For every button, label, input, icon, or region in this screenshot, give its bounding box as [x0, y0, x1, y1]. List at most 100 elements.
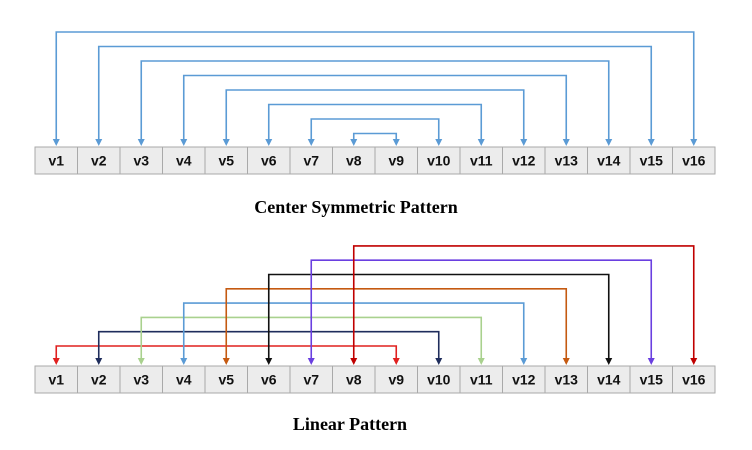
connector-line [225, 89, 525, 140]
cell-box [289, 365, 333, 394]
arrowhead-icon [222, 358, 230, 365]
cell-v9: v9 [374, 146, 418, 175]
cell-v12: v12 [502, 146, 546, 175]
cell-v7: v7 [289, 365, 333, 394]
cell-label: v3 [133, 372, 149, 388]
arrowhead-icon [180, 139, 188, 146]
cell-label: v13 [555, 153, 579, 169]
cell-box [77, 365, 121, 394]
cell-v2: v2 [77, 365, 121, 394]
cell-v5: v5 [204, 365, 248, 394]
cell-v6: v6 [247, 146, 291, 175]
cell-label: v8 [346, 372, 362, 388]
arrowhead-icon [52, 139, 60, 146]
cell-label: v14 [597, 372, 621, 388]
cell-v15: v15 [629, 146, 673, 175]
arrowhead-icon [435, 139, 443, 146]
cell-box [459, 365, 503, 394]
connector-line [140, 60, 610, 140]
connector-v8-v16 [350, 245, 698, 365]
cell-label: v11 [470, 372, 493, 388]
connector-line [310, 118, 440, 140]
cell-label: v9 [388, 372, 404, 388]
connector-line [267, 273, 610, 359]
cell-box [247, 146, 291, 175]
arrowhead-icon [562, 358, 570, 365]
cell-v1: v1 [34, 365, 78, 394]
arrowhead-icon [647, 139, 655, 146]
cell-v14: v14 [587, 146, 631, 175]
arrowhead-icon [137, 139, 145, 146]
arrowhead-icon [52, 358, 60, 365]
cell-box [77, 146, 121, 175]
cell-v11: v11 [459, 146, 503, 175]
cell-box [417, 365, 461, 394]
cell-label: v15 [640, 372, 664, 388]
connector-v7-v10 [307, 118, 443, 146]
arrowhead-icon [435, 358, 443, 365]
cell-label: v12 [512, 153, 536, 169]
cell-v12: v12 [502, 365, 546, 394]
arrowhead-icon [477, 358, 485, 365]
cell-label: v5 [218, 153, 234, 169]
cell-box [332, 365, 376, 394]
cell-box [544, 365, 588, 394]
connector-v1-v16 [52, 31, 698, 146]
cell-v6: v6 [247, 365, 291, 394]
cell-v8: v8 [332, 365, 376, 394]
cell-v16: v16 [672, 365, 716, 394]
arrowhead-icon [222, 139, 230, 146]
arrowhead-icon [95, 358, 103, 365]
cell-v15: v15 [629, 365, 673, 394]
connector-v6-v14 [265, 273, 613, 365]
arrowhead-icon [180, 358, 188, 365]
arrowhead-icon [265, 139, 273, 146]
cell-box [629, 146, 673, 175]
cell-box [587, 365, 631, 394]
center-pattern-group: v1 v2 v3 v4 v5 v6 v7 v8 v9 v10 v11 v12 v13 v14 v15 v16 C… [34, 31, 716, 217]
cell-box [544, 146, 588, 175]
cell-v13: v13 [544, 365, 588, 394]
arrowhead-icon [95, 139, 103, 146]
cell-label: v15 [640, 153, 664, 169]
cell-label: v5 [218, 372, 234, 388]
cell-box [162, 365, 206, 394]
cell-box [204, 146, 248, 175]
cell-label: v9 [388, 153, 404, 169]
connector-v6-v11 [265, 103, 485, 146]
cell-box [247, 365, 291, 394]
arrowhead-icon [307, 358, 315, 365]
connector-v5-v13 [222, 288, 570, 365]
connector-line [352, 132, 398, 140]
cell-label: v10 [427, 372, 451, 388]
cell-label: v6 [261, 372, 277, 388]
cell-box [417, 146, 461, 175]
cell-box [162, 146, 206, 175]
cell-label: v7 [303, 372, 319, 388]
cell-v4: v4 [162, 146, 206, 175]
cell-v11: v11 [459, 365, 503, 394]
cell-label: v16 [682, 372, 706, 388]
cell-v1: v1 [34, 146, 78, 175]
arrowhead-icon [605, 139, 613, 146]
cell-label: v6 [261, 153, 277, 169]
cell-v7: v7 [289, 146, 333, 175]
arrowhead-icon [350, 358, 358, 365]
cell-v5: v5 [204, 146, 248, 175]
cell-label: v14 [597, 153, 621, 169]
connector-line [225, 288, 568, 359]
cell-label: v2 [91, 372, 107, 388]
cell-v9: v9 [374, 365, 418, 394]
linear-caption: Linear Pattern [293, 414, 407, 434]
arrowhead-icon [392, 358, 400, 365]
cell-label: v11 [470, 153, 493, 169]
cell-box [502, 365, 546, 394]
cell-label: v13 [555, 372, 579, 388]
cell-label: v7 [303, 153, 319, 169]
linear-cell-row: v1 v2 v3 v4 v5 v6 v7 v8 v9 v10 v11 v12 v13 v14 v15 v16 [34, 365, 716, 394]
cell-box [289, 146, 333, 175]
cell-v8: v8 [332, 146, 376, 175]
linear-pattern-group: v1 v2 v3 v4 v5 v6 v7 v8 v9 v10 v11 v12 v13 v14 v15 v16 L… [34, 245, 716, 434]
